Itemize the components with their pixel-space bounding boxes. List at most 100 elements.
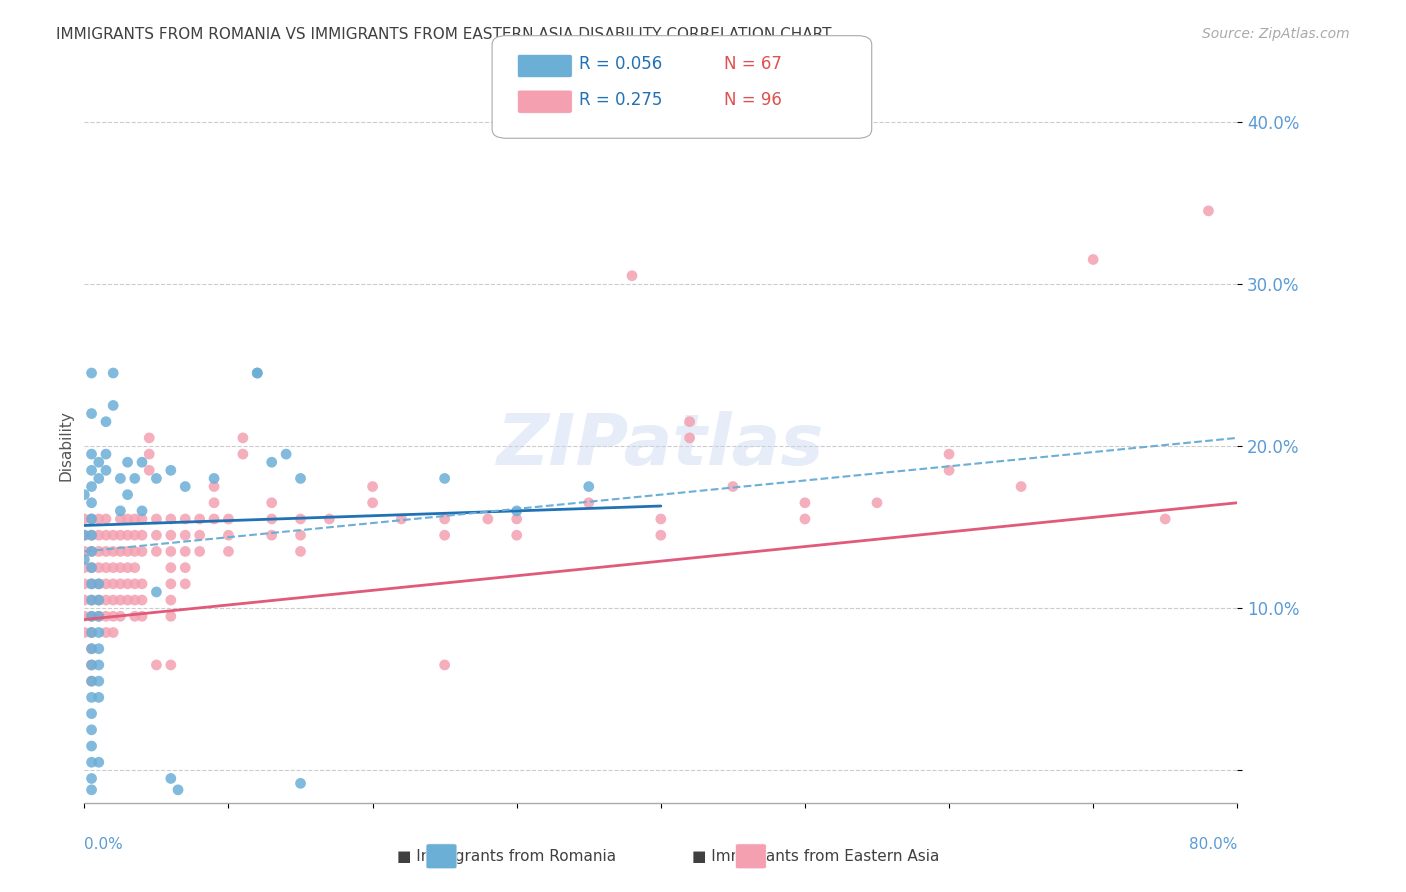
Point	[117, 488, 139, 502]
Point	[80, 609, 103, 624]
Point	[80, 577, 103, 591]
Point	[246, 366, 269, 380]
Point	[260, 512, 283, 526]
Point	[276, 447, 298, 461]
Point	[290, 776, 312, 790]
Text: Source: ZipAtlas.com: Source: ZipAtlas.com	[1202, 27, 1350, 41]
Point	[94, 609, 117, 624]
Point	[73, 552, 96, 566]
Point	[80, 593, 103, 607]
Point	[87, 593, 110, 607]
Point	[145, 528, 167, 542]
Point	[103, 528, 124, 542]
Point	[160, 463, 183, 477]
Point	[80, 657, 103, 672]
Point	[124, 593, 146, 607]
Point	[160, 772, 183, 786]
Point	[73, 593, 96, 607]
Point	[138, 463, 160, 477]
Point	[794, 496, 817, 510]
Point	[679, 415, 702, 429]
Point	[80, 782, 103, 797]
Point	[174, 479, 197, 493]
Point	[117, 512, 139, 526]
Point	[80, 657, 103, 672]
Point	[477, 512, 499, 526]
Point	[87, 544, 110, 558]
Point	[621, 268, 644, 283]
Point	[160, 544, 183, 558]
Point	[433, 471, 456, 485]
Point	[866, 496, 889, 510]
Point	[290, 512, 312, 526]
Point	[110, 504, 132, 518]
Point	[138, 447, 160, 461]
Point	[202, 479, 225, 493]
Point	[246, 366, 269, 380]
Point	[160, 560, 183, 574]
Point	[80, 593, 103, 607]
Point	[117, 560, 139, 574]
Point	[110, 593, 132, 607]
Point	[160, 512, 183, 526]
Point	[110, 577, 132, 591]
Point	[433, 528, 456, 542]
Point	[167, 782, 190, 797]
Point	[80, 512, 103, 526]
Point	[433, 657, 456, 672]
Point	[87, 625, 110, 640]
Text: ■ Immigrants from Eastern Asia: ■ Immigrants from Eastern Asia	[692, 849, 939, 863]
Point	[124, 577, 146, 591]
Point	[131, 455, 153, 469]
Point	[73, 528, 96, 542]
Point	[260, 496, 283, 510]
Point	[124, 528, 146, 542]
Point	[73, 560, 96, 574]
Point	[131, 512, 153, 526]
Point	[110, 544, 132, 558]
Point	[87, 690, 110, 705]
Point	[160, 577, 183, 591]
Text: ZIPatlas: ZIPatlas	[498, 411, 824, 481]
Point	[202, 512, 225, 526]
Point	[87, 455, 110, 469]
Point	[87, 528, 110, 542]
Point	[80, 447, 103, 461]
Point	[124, 609, 146, 624]
Point	[87, 593, 110, 607]
Point	[290, 471, 312, 485]
Text: IMMIGRANTS FROM ROMANIA VS IMMIGRANTS FROM EASTERN ASIA DISABILITY CORRELATION C: IMMIGRANTS FROM ROMANIA VS IMMIGRANTS FR…	[56, 27, 832, 42]
Point	[94, 512, 117, 526]
Point	[117, 455, 139, 469]
Point	[80, 674, 103, 689]
Point	[80, 674, 103, 689]
Point	[80, 366, 103, 380]
Point	[174, 528, 197, 542]
Point	[80, 496, 103, 510]
Point	[1198, 203, 1220, 218]
Point	[94, 593, 117, 607]
Point	[218, 544, 240, 558]
Point	[80, 756, 103, 770]
Point	[94, 625, 117, 640]
Point	[94, 577, 117, 591]
Text: R = 0.056: R = 0.056	[579, 55, 662, 73]
Point	[174, 560, 197, 574]
Point	[145, 471, 167, 485]
Point	[87, 641, 110, 656]
Point	[361, 496, 384, 510]
Point	[94, 463, 117, 477]
Point	[218, 512, 240, 526]
Point	[721, 479, 744, 493]
Point	[131, 504, 153, 518]
Point	[202, 496, 225, 510]
Point	[145, 657, 167, 672]
Point	[103, 399, 124, 413]
Point	[938, 463, 960, 477]
Point	[87, 577, 110, 591]
Point	[94, 447, 117, 461]
Point	[80, 625, 103, 640]
Point	[87, 560, 110, 574]
Point	[103, 544, 124, 558]
Point	[80, 544, 103, 558]
